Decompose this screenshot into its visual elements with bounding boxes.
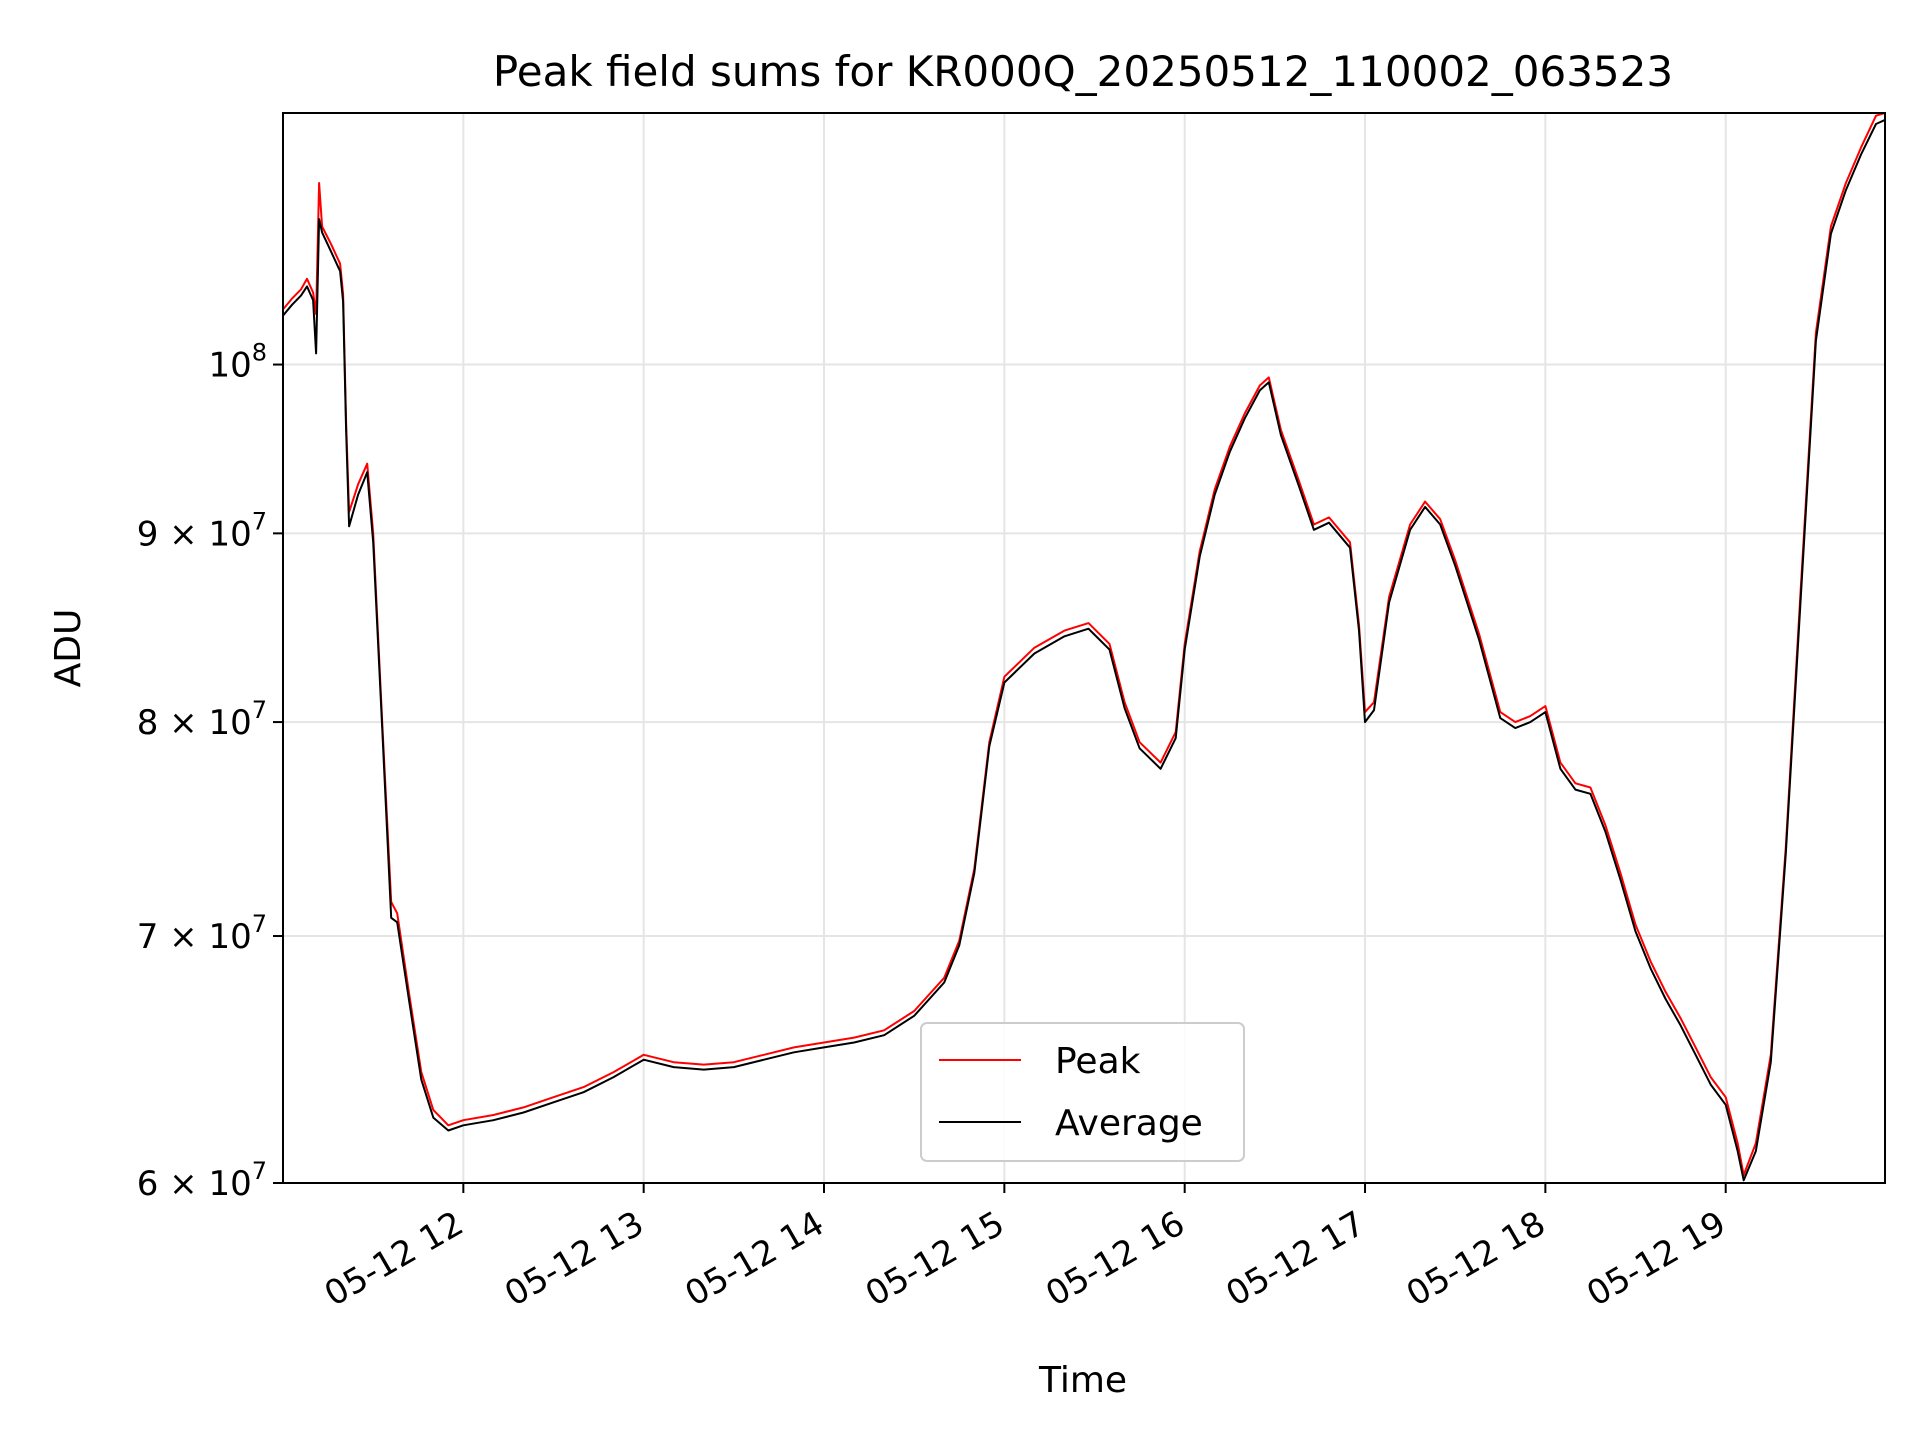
legend-label: Average [1055, 1103, 1203, 1144]
x-tick-label: 05-12 14 [679, 1204, 831, 1315]
y-tick-exponent: 7 [252, 507, 267, 535]
x-tick-label: 05-12 19 [1580, 1204, 1732, 1315]
y-tick-label: 6 × 107 [137, 1157, 267, 1204]
y-tick-exponent: 7 [252, 1157, 267, 1185]
x-tick-label: 05-12 16 [1039, 1204, 1191, 1315]
series-line-average [283, 118, 1885, 1182]
y-tick-label: 108 [208, 339, 267, 386]
y-axis-title: ADU [48, 609, 89, 688]
y-tick-label: 8 × 107 [137, 696, 267, 743]
legend-box [920, 1022, 1245, 1162]
x-tick-label: 05-12 18 [1400, 1204, 1552, 1315]
y-tick-base: 10 [208, 346, 251, 386]
y-tick-base: 7 × 10 [137, 917, 252, 957]
x-tick-label: 05-12 12 [318, 1204, 470, 1315]
legend-label: Peak [1055, 1041, 1141, 1082]
x-axis: 05-12 12 05-12 13 05-12 14 05-12 15 05-12 16… [318, 1183, 1733, 1315]
chart-title: Peak field sums for KR000Q_20250512_1100… [493, 47, 1673, 96]
legend: Peak Average [920, 1022, 1245, 1162]
y-tick-exponent: 7 [252, 910, 267, 938]
y-tick-label: 9 × 107 [137, 507, 267, 554]
x-tick-label: 05-12 17 [1220, 1204, 1372, 1315]
series-layer [283, 113, 1885, 1182]
plot-frame [282, 112, 1886, 1184]
x-tick-label: 05-12 15 [859, 1204, 1011, 1315]
x-tick-label: 05-12 13 [498, 1204, 650, 1315]
y-tick-exponent: 7 [252, 696, 267, 724]
y-tick-base: 6 × 10 [137, 1164, 252, 1204]
x-axis-title: Time [1038, 1360, 1127, 1401]
y-tick-base: 8 × 10 [137, 703, 252, 743]
y-tick-exponent: 8 [252, 339, 267, 367]
series-line-peak [283, 113, 1885, 1176]
y-tick-base: 9 × 10 [137, 514, 252, 554]
y-tick-label: 7 × 107 [137, 910, 267, 957]
